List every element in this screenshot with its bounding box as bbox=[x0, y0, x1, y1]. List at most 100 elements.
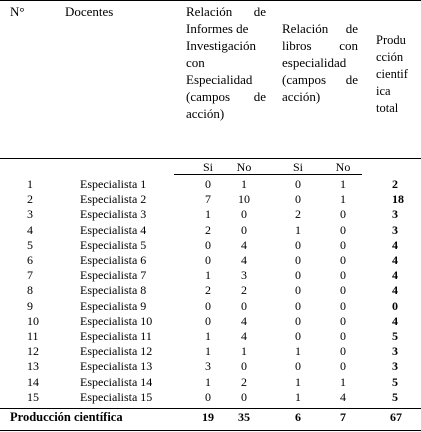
row-libros-si: 0 bbox=[295, 253, 301, 267]
row-total: 2 bbox=[392, 177, 398, 191]
row-number: 3 bbox=[27, 207, 33, 222]
row-number: 9 bbox=[27, 298, 33, 313]
row-number: 15 bbox=[27, 389, 39, 404]
row-informes-si: 0 bbox=[205, 237, 211, 252]
row-informes-si: 1 bbox=[205, 268, 211, 283]
row-informes-si: 7 bbox=[205, 192, 211, 207]
row-informes-no: 4 bbox=[241, 253, 247, 267]
row-number: 8 bbox=[27, 283, 33, 298]
row-libros-no: 0 bbox=[340, 237, 346, 252]
row-informes-no: 1 bbox=[241, 177, 247, 191]
row-libros-si: 0 bbox=[295, 283, 301, 298]
row-informes-si: 1 bbox=[205, 329, 211, 343]
footer-total: 67 bbox=[390, 410, 402, 424]
header-bottom-rule bbox=[0, 158, 421, 159]
row-total: 5 bbox=[392, 389, 398, 404]
header-produccion-line3: cientif bbox=[376, 67, 408, 81]
header-informes-line5: Especialidad bbox=[186, 72, 253, 87]
header-informes-line2: Informes de bbox=[186, 21, 249, 36]
row-docente: Especialista 11 bbox=[80, 329, 152, 343]
header-informes-line3: Investigación bbox=[186, 38, 257, 53]
row-docente: Especialista 6 bbox=[80, 253, 147, 267]
top-rule bbox=[0, 0, 421, 1]
row-total: 5 bbox=[392, 329, 398, 343]
header-libros-line2-word2: con bbox=[339, 38, 358, 53]
footer-informes-si: 19 bbox=[202, 410, 214, 424]
header-num: N° bbox=[10, 4, 25, 19]
footer-top-rule bbox=[0, 408, 421, 409]
header-libros-line5: acción) bbox=[282, 89, 321, 104]
header-libros: Relación de libros con especialidad (cam… bbox=[282, 20, 358, 105]
row-total: 0 bbox=[392, 298, 398, 313]
row-docente: Especialista 5 bbox=[80, 237, 147, 252]
row-number: 1 bbox=[27, 177, 33, 191]
row-libros-si: 0 bbox=[295, 177, 301, 191]
row-informes-si: 1 bbox=[205, 344, 211, 359]
row-docente: Especialista 3 bbox=[80, 207, 147, 222]
row-libros-no: 0 bbox=[340, 253, 346, 267]
footer-libros-si: 6 bbox=[295, 410, 301, 424]
row-libros-si: 1 bbox=[295, 344, 301, 359]
row-total: 3 bbox=[392, 359, 398, 374]
footer-informes-no: 35 bbox=[238, 410, 250, 424]
row-informes-no: 0 bbox=[241, 222, 247, 237]
header-informes-line7: acción) bbox=[186, 106, 225, 121]
row-informes-no: 0 bbox=[241, 207, 247, 222]
row-docente: Especialista 7 bbox=[80, 268, 147, 283]
row-total: 18 bbox=[392, 192, 404, 207]
row-libros-no: 0 bbox=[340, 359, 346, 374]
row-informes-si: 1 bbox=[205, 374, 211, 389]
row-informes-no: 0 bbox=[241, 389, 247, 404]
row-informes-no: 1 bbox=[241, 344, 247, 359]
header-libros-line4-word2: de bbox=[345, 72, 358, 87]
row-libros-si: 0 bbox=[295, 313, 301, 328]
row-number: 12 bbox=[27, 344, 39, 359]
row-total: 5 bbox=[392, 374, 398, 389]
row-total: 4 bbox=[392, 268, 398, 283]
row-informes-no: 2 bbox=[241, 374, 247, 389]
row-docente: Especialista 12 bbox=[80, 344, 153, 359]
row-libros-no: 0 bbox=[340, 313, 346, 328]
header-docentes: Docentes bbox=[65, 4, 114, 19]
row-libros-no: 0 bbox=[340, 207, 346, 222]
header-produccion-line1: Produ bbox=[376, 33, 406, 47]
row-informes-no: 4 bbox=[241, 237, 247, 252]
row-libros-no: 1 bbox=[340, 177, 346, 191]
header-produccion-line4: ica bbox=[376, 84, 391, 98]
row-informes-si: 0 bbox=[205, 253, 211, 267]
header-informes: Relación de Informes de Investigación co… bbox=[186, 3, 266, 122]
header-produccion-line2: cción bbox=[376, 50, 404, 64]
row-informes-si: 0 bbox=[205, 313, 211, 328]
row-total: 3 bbox=[392, 222, 398, 237]
row-docente: Especialista 1 bbox=[80, 177, 147, 191]
header-informes-line6-word1: (campos bbox=[186, 89, 231, 104]
row-docente: Especialista 2 bbox=[80, 192, 147, 207]
row-libros-no: 0 bbox=[340, 283, 346, 298]
row-docente: Especialista 14 bbox=[80, 374, 153, 389]
row-libros-si: 0 bbox=[295, 329, 301, 343]
row-number: 5 bbox=[27, 237, 33, 252]
row-informes-si: 1 bbox=[205, 207, 211, 222]
row-libros-no: 4 bbox=[340, 389, 346, 404]
row-informes-no: 0 bbox=[241, 359, 247, 374]
row-libros-no: 0 bbox=[340, 344, 346, 359]
row-informes-no: 3 bbox=[241, 268, 247, 283]
header-produccion: Produ cción cientif ica total bbox=[376, 32, 408, 117]
row-informes-si: 0 bbox=[205, 389, 211, 404]
row-libros-si: 1 bbox=[295, 389, 301, 404]
subheader-rule bbox=[174, 174, 362, 175]
row-number: 4 bbox=[27, 222, 33, 237]
row-total: 3 bbox=[392, 344, 398, 359]
row-number: 14 bbox=[27, 374, 39, 389]
row-libros-no: 0 bbox=[340, 298, 346, 313]
row-libros-no: 1 bbox=[340, 374, 346, 389]
row-informes-no: 0 bbox=[241, 298, 247, 313]
row-docente: Especialista 8 bbox=[80, 283, 147, 298]
header-informes-line6-word2: de bbox=[253, 89, 266, 104]
row-libros-si: 0 bbox=[295, 298, 301, 313]
row-informes-no: 10 bbox=[238, 192, 250, 207]
row-libros-si: 0 bbox=[295, 268, 301, 283]
row-informes-si: 2 bbox=[205, 283, 211, 298]
row-number: 11 bbox=[27, 329, 39, 343]
row-informes-si: 2 bbox=[205, 222, 211, 237]
